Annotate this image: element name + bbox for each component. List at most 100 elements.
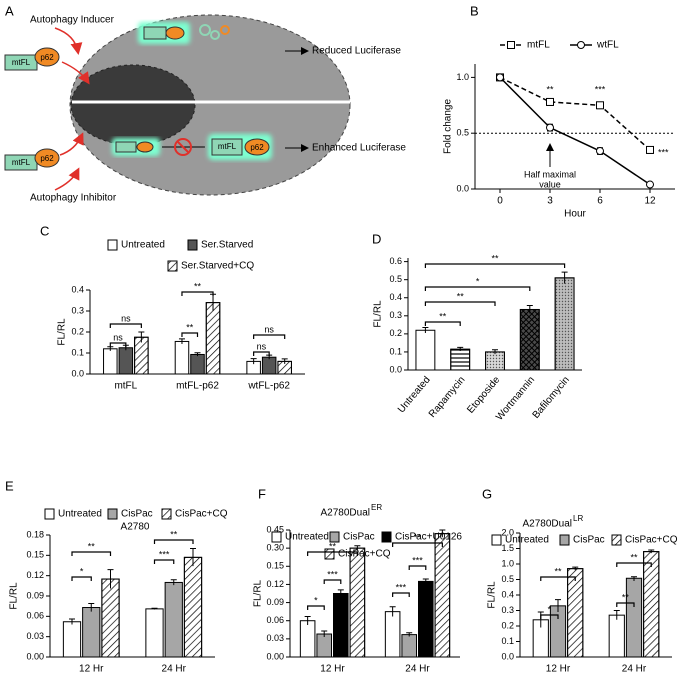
bar-pattern xyxy=(485,351,505,371)
nucleus xyxy=(70,64,196,146)
y-tick-label: 2.0 xyxy=(501,527,514,537)
chart-title: A2780 xyxy=(121,522,150,533)
legend-swatch xyxy=(107,508,118,520)
significance-label: ** xyxy=(439,311,447,321)
x-tick-label: 6 xyxy=(597,196,603,207)
significance-bracket xyxy=(109,342,127,347)
arrow-label: Half maximal xyxy=(524,169,576,179)
legend-label: Ser.Starved+CQ xyxy=(181,261,254,272)
significance-label: ** xyxy=(491,253,499,263)
x-tick-label: 0 xyxy=(497,196,503,207)
error-bar xyxy=(492,349,498,355)
error-bar xyxy=(613,610,620,620)
reporter-box xyxy=(115,141,137,153)
significance-label: ** xyxy=(546,84,554,94)
reporter-box xyxy=(211,138,243,156)
marker xyxy=(496,73,504,82)
marker xyxy=(646,180,654,189)
y-tick-label: 0.6 xyxy=(389,256,402,266)
error-bar xyxy=(88,602,95,612)
chart-title-superscript: LR xyxy=(573,514,583,523)
y-tick-label: 0.12 xyxy=(266,579,284,589)
error-bar xyxy=(631,576,637,582)
y-tick-label: 0.0 xyxy=(456,183,469,193)
y-tick-label: 0.09 xyxy=(266,597,284,607)
p62-dot xyxy=(244,138,270,156)
significance-label: ** xyxy=(414,532,422,542)
fragment xyxy=(199,24,211,36)
significance-label: *** xyxy=(159,549,170,559)
error-bar xyxy=(648,549,655,554)
y-tick-label: 0.5 xyxy=(456,128,469,138)
p62-dot xyxy=(34,148,60,168)
x-tick-label: Untreated xyxy=(396,375,433,416)
legend-label: Ser.Starved xyxy=(201,240,253,251)
x-tick-label: 3 xyxy=(547,196,553,207)
significance-label: ** xyxy=(622,592,630,602)
y-tick-label: 0.12 xyxy=(26,570,44,580)
p62-dot xyxy=(165,26,185,40)
bar-pattern xyxy=(183,556,203,658)
significance-label: * xyxy=(548,604,552,614)
legend-label: CisPac xyxy=(121,509,153,520)
x-tick-label: 12 Hr xyxy=(320,664,345,675)
significance-label: *** xyxy=(396,582,407,592)
y-tick-label: 0.1 xyxy=(389,346,402,356)
error-bar xyxy=(250,358,257,365)
legend-label: mtFL xyxy=(527,40,550,51)
significance-bracket xyxy=(181,332,199,337)
bar xyxy=(82,607,101,658)
significance-bracket xyxy=(153,559,175,564)
significance-bracket xyxy=(307,605,325,610)
y-tick-label: 0.0 xyxy=(71,368,84,378)
legend-label: CisPac+U0126 xyxy=(395,532,462,543)
bar-pattern xyxy=(134,336,149,375)
y-tick-label: 0.06 xyxy=(26,611,44,621)
marker xyxy=(646,145,654,154)
y-tick-label: 0.4 xyxy=(389,292,402,302)
y-axis-label: FL/RL xyxy=(253,579,264,607)
y-tick-label: 0.2 xyxy=(501,620,514,630)
error-bar xyxy=(138,331,145,343)
bar-pattern xyxy=(434,533,451,658)
y-tick-label: 0.0 xyxy=(501,651,514,661)
bar-pattern xyxy=(643,551,660,658)
y-tick-label: 0.3 xyxy=(389,310,402,320)
bar xyxy=(384,611,401,658)
significance-bracket xyxy=(392,592,410,597)
significance-bracket xyxy=(71,576,92,581)
error-bar xyxy=(526,305,533,314)
significance-bracket xyxy=(392,542,443,547)
legend-swatch xyxy=(271,531,282,543)
bar xyxy=(549,605,567,658)
bar xyxy=(118,347,134,375)
legend-label: CisPac+CQ xyxy=(625,535,678,546)
block-sign xyxy=(174,138,192,156)
panel-letter: G xyxy=(482,486,492,501)
arrow xyxy=(61,61,90,85)
legend-swatch-pattern xyxy=(167,260,178,272)
error-bar xyxy=(457,346,464,352)
significance-bracket xyxy=(153,539,194,544)
y-axis-label: FL/RL xyxy=(57,318,68,346)
y-tick-label: 0.15 xyxy=(26,550,44,560)
fragment xyxy=(210,30,220,40)
significance-bracket xyxy=(323,579,342,584)
bar xyxy=(190,353,205,375)
significance-label: ** xyxy=(554,566,562,576)
y-tick-label: 0.5 xyxy=(501,574,514,584)
bar xyxy=(145,608,164,658)
x-tick-label: 24 Hr xyxy=(622,664,647,675)
reduced-label: Reduced Luciferase xyxy=(312,46,401,57)
significance-bracket xyxy=(181,291,214,296)
block-sign xyxy=(177,141,189,153)
significance-label: * xyxy=(476,276,480,286)
p62-label: p62 xyxy=(40,154,54,163)
bar-pattern xyxy=(554,277,575,371)
chart-title: A2780Dual xyxy=(523,519,572,530)
marker xyxy=(507,41,515,49)
y-tick-label: 0.3 xyxy=(71,305,84,315)
significance-bracket xyxy=(71,551,112,556)
error-bar xyxy=(389,606,396,617)
significance-label: * xyxy=(80,566,84,576)
